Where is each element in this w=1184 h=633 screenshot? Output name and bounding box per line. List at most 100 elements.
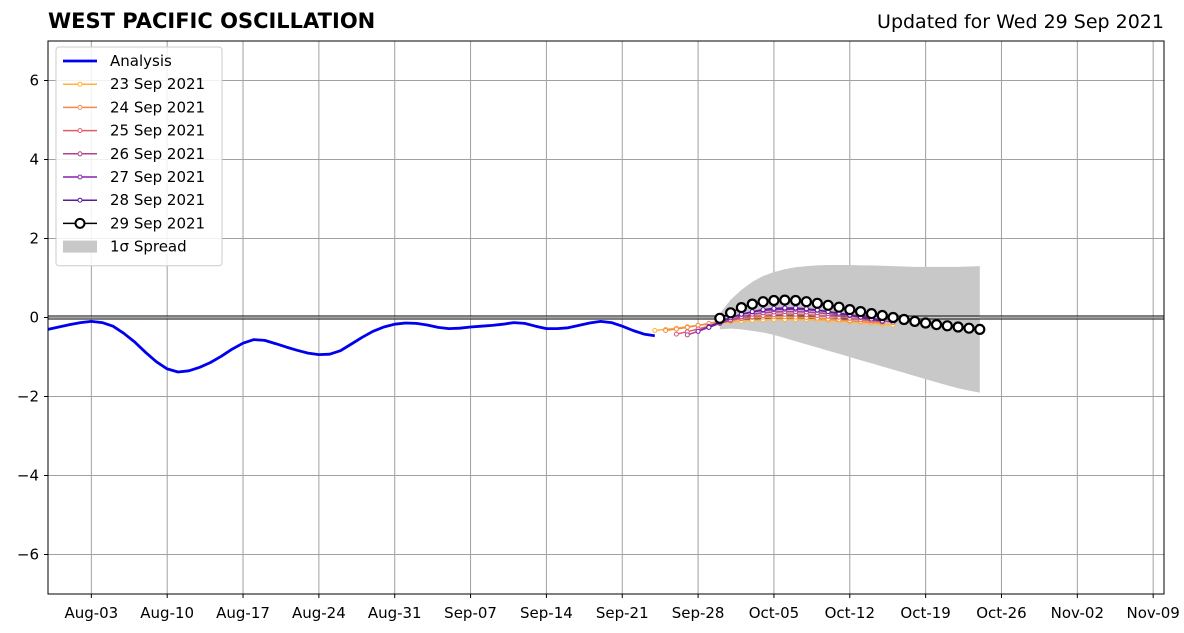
legend-item: Analysis: [63, 52, 172, 70]
forecast-point: [793, 305, 799, 311]
legend-swatch-marker: [77, 128, 83, 134]
forecast-point: [782, 305, 788, 311]
legend-swatch: [63, 240, 97, 253]
forecast-point: [771, 305, 777, 311]
current-forecast-point: [876, 309, 888, 322]
current-forecast-point: [768, 294, 780, 307]
zero-line: [48, 315, 1164, 320]
legend-label: 26 Sep 2021: [110, 145, 205, 163]
x-tick-label: Sep-14: [520, 604, 573, 622]
legend-label: 25 Sep 2021: [110, 122, 205, 140]
current-forecast-point: [789, 294, 802, 307]
x-tick-label: Oct-05: [749, 604, 799, 622]
forecast-point: [663, 328, 669, 333]
current-forecast-point: [724, 307, 737, 319]
legend-item: 24 Sep 2021: [63, 98, 205, 116]
legend-label: 29 Sep 2021: [110, 214, 205, 232]
axes: Aug-03 Aug-10 Aug-17 Aug-24 Aug-31 Sep-07 Sep-…: [17, 40, 1180, 622]
current-forecast-point: [822, 299, 834, 311]
x-tick-label: Aug-24: [292, 604, 346, 622]
current-forecast-point: [865, 308, 878, 320]
y-tick-label: −2: [17, 388, 39, 406]
legend-item: 1σ Spread: [63, 238, 187, 256]
series-29-sep-2021: [714, 294, 986, 335]
current-forecast-point: [854, 306, 867, 318]
current-forecast-point: [930, 319, 943, 331]
x-tick-label: Aug-31: [368, 604, 422, 622]
series: [47, 294, 986, 374]
current-forecast-point: [735, 302, 748, 314]
current-forecast-point: [909, 315, 921, 327]
legend-label: 24 Sep 2021: [110, 98, 205, 116]
current-forecast-point: [757, 296, 769, 308]
forecast-point: [673, 331, 679, 337]
forecast-point: [684, 332, 690, 338]
forecast-point: [706, 324, 712, 330]
forecast-point: [695, 328, 701, 334]
legend-box: [55, 46, 223, 267]
legend-swatch-marker: [77, 81, 83, 87]
x-tick-label: Sep-21: [596, 604, 649, 622]
legend-swatch-marker: [74, 217, 86, 229]
chart-title: WEST PACIFIC OSCILLATION: [48, 9, 376, 33]
current-forecast-point: [941, 320, 953, 332]
forecast-point: [760, 307, 766, 313]
x-tick-label: Oct-19: [900, 604, 950, 622]
y-tick-label: 4: [29, 151, 39, 169]
forecast-point: [803, 306, 809, 312]
current-forecast-point: [811, 297, 823, 309]
legend-swatch-marker: [77, 197, 83, 203]
current-forecast-point: [963, 322, 975, 334]
legend-swatch-marker: [77, 151, 83, 157]
forecast-point: [652, 328, 658, 333]
legend-label: 23 Sep 2021: [110, 75, 205, 93]
x-tick-label: Sep-28: [672, 604, 725, 622]
x-tick-label: Nov-02: [1051, 604, 1104, 622]
x-tick-label: Aug-10: [140, 604, 194, 622]
y-tick-label: −4: [17, 467, 39, 485]
legend-label: 28 Sep 2021: [110, 191, 205, 209]
legend: Analysis 23 Sep 2021 24 Sep 2021 25 Sep 202…: [55, 46, 223, 267]
x-tick-label: Aug-17: [216, 604, 270, 622]
forecast-point: [673, 326, 679, 332]
y-tick-label: 6: [29, 72, 39, 90]
plot-frame: [47, 40, 1165, 595]
x-tick-label: Aug-03: [64, 604, 118, 622]
y-tick-label: 2: [29, 230, 39, 248]
legend-item: 26 Sep 2021: [63, 145, 205, 163]
current-forecast-point: [952, 321, 964, 333]
current-forecast-point: [887, 311, 899, 324]
current-forecast-point: [833, 301, 845, 313]
legend-swatch-marker: [77, 174, 83, 180]
updated-label: Updated for Wed 29 Sep 2021: [877, 11, 1164, 33]
current-forecast-point: [800, 296, 813, 308]
x-tick-label: Sep-07: [444, 604, 497, 622]
legend-label: 27 Sep 2021: [110, 168, 205, 186]
legend-item: 23 Sep 2021: [63, 75, 205, 93]
y-tick-label: 0: [29, 309, 39, 327]
legend-label: 1σ Spread: [110, 238, 187, 256]
current-forecast-point: [746, 298, 758, 310]
legend-item: 27 Sep 2021: [63, 168, 205, 186]
current-forecast-point: [779, 294, 791, 306]
forecast-point: [684, 324, 690, 330]
legend-swatch-marker: [77, 104, 83, 110]
x-tick-label: Nov-09: [1126, 604, 1179, 622]
legend-item: 25 Sep 2021: [63, 122, 205, 140]
legend-item: 28 Sep 2021: [63, 191, 205, 209]
forecast-point: [749, 309, 755, 315]
current-forecast-point: [844, 304, 856, 316]
legend-label: Analysis: [110, 52, 172, 70]
current-forecast-point: [919, 317, 932, 329]
series-analysis: [47, 319, 656, 374]
analysis-line: [47, 319, 656, 374]
legend-item: 29 Sep 2021: [63, 214, 205, 232]
y-tick-label: −6: [17, 546, 39, 564]
current-forecast-point: [974, 323, 986, 335]
current-forecast-point: [898, 313, 910, 326]
x-tick-label: Oct-26: [976, 604, 1026, 622]
current-forecast-point: [714, 312, 726, 324]
grid: [48, 41, 1164, 594]
x-tick-label: Oct-12: [825, 604, 875, 622]
